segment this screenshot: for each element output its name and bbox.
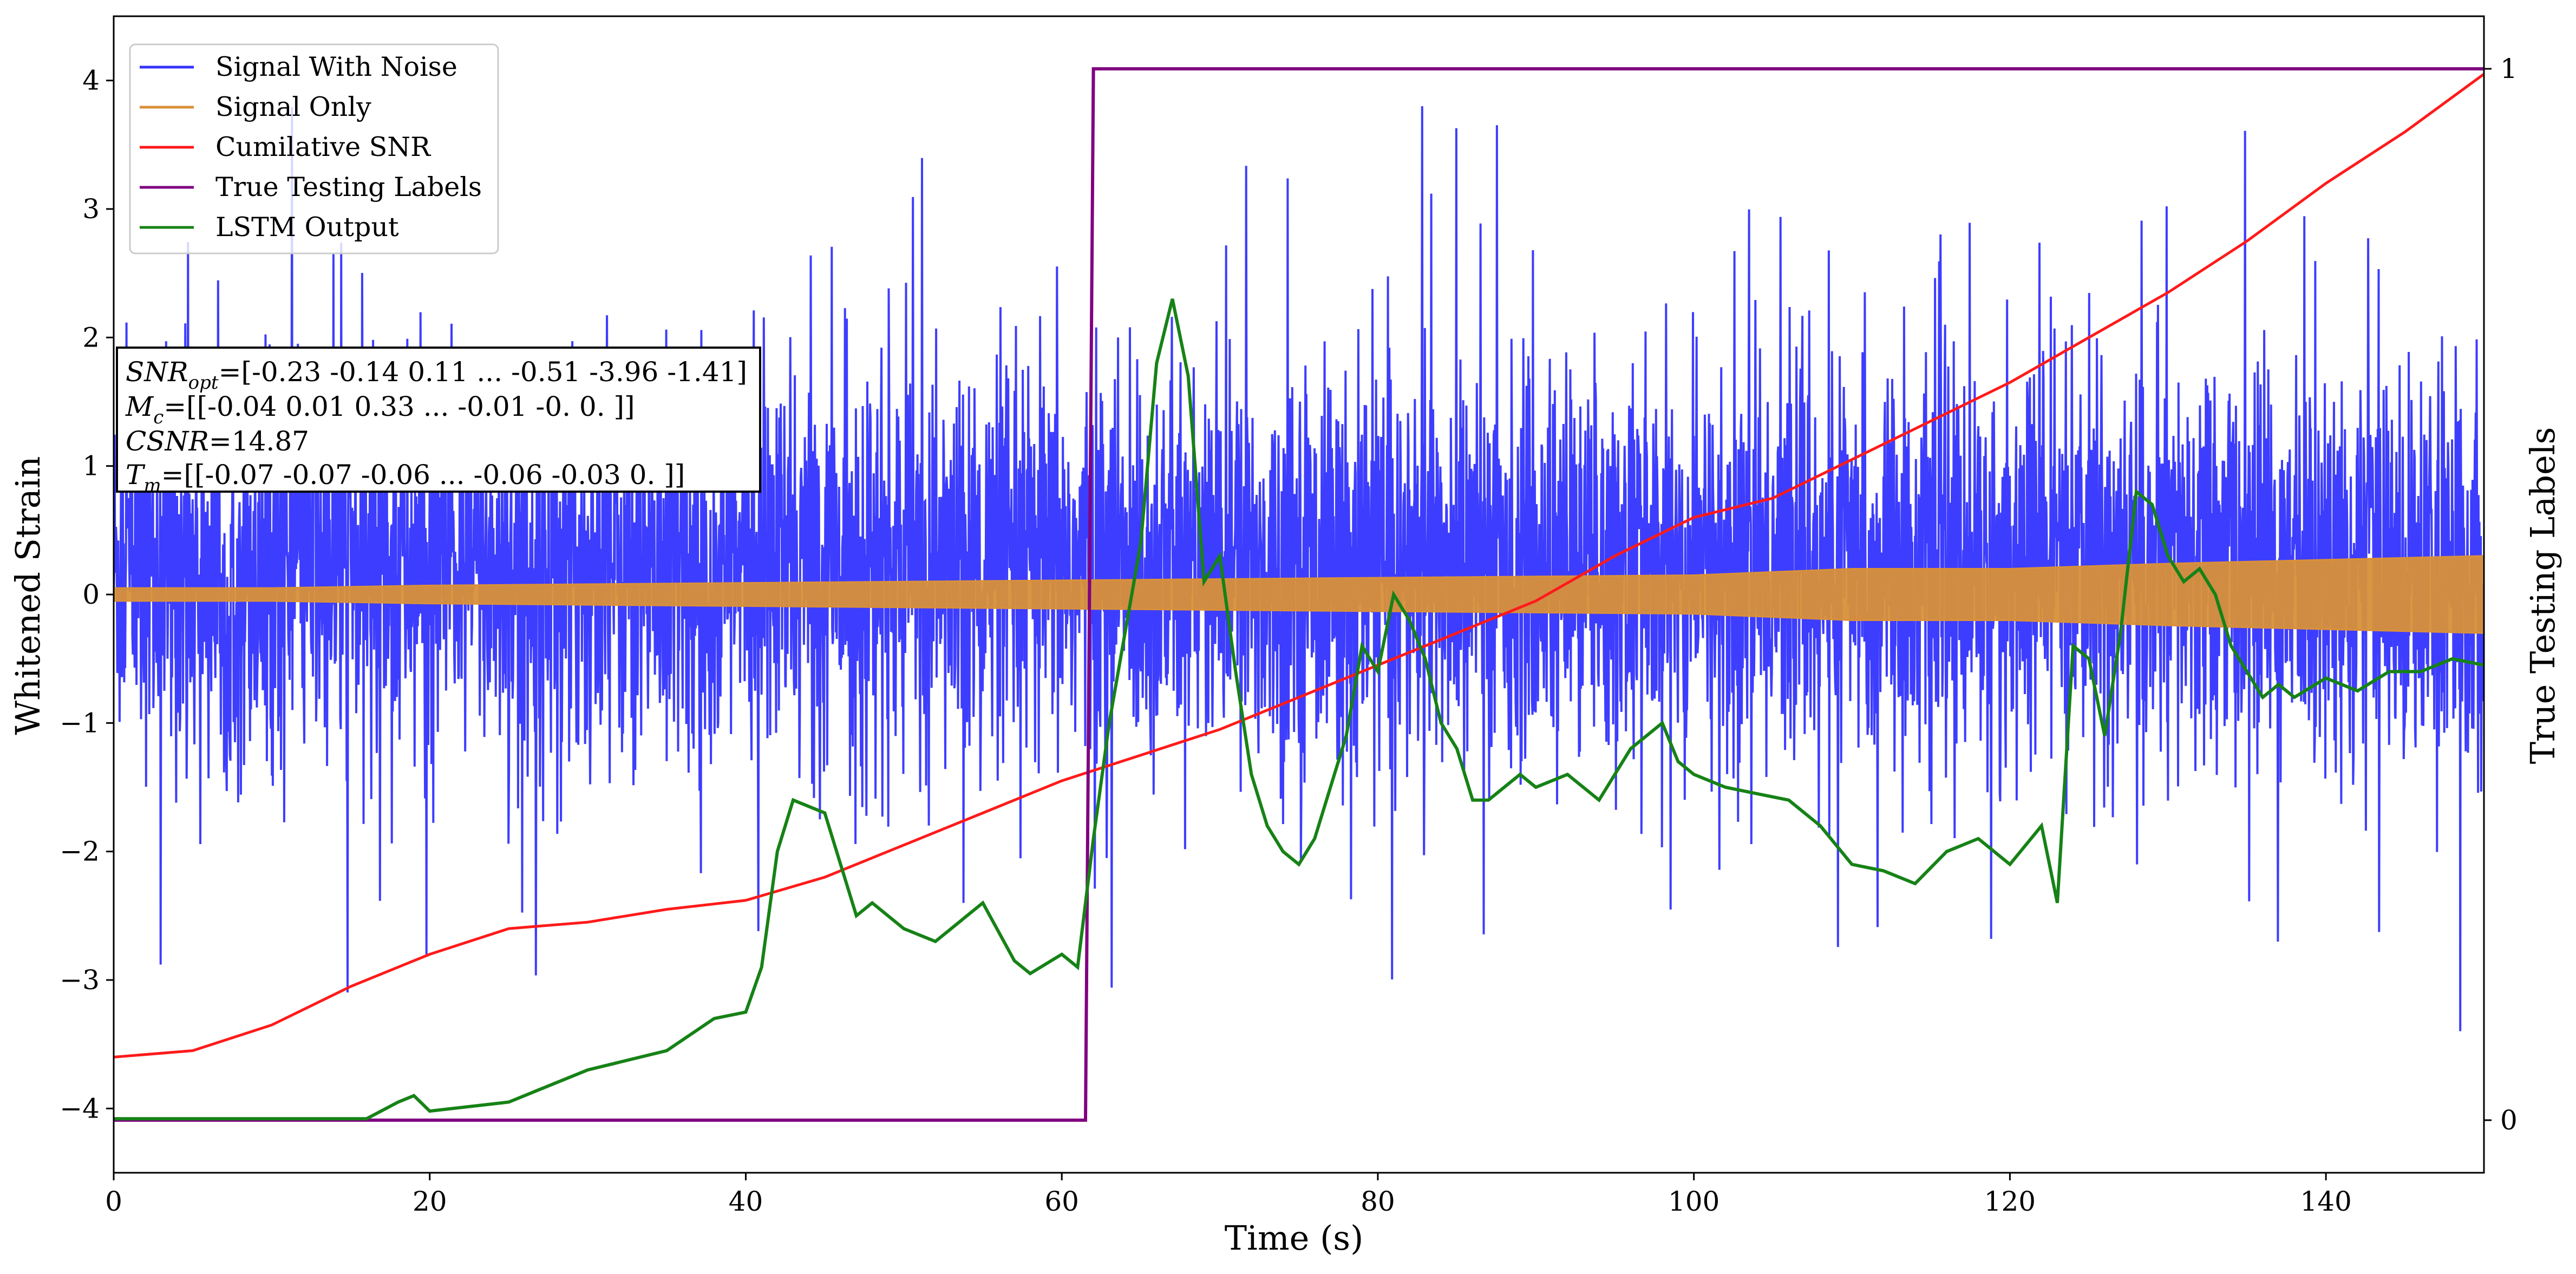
series-cumilative-snr [114, 73, 2484, 1059]
x-tick-label: 100 [1668, 1186, 1719, 1217]
legend-box [129, 43, 499, 254]
y-tick-label: −1 [60, 707, 100, 739]
y-tick-label: 3 [82, 193, 100, 225]
y-tick-label: 2 [82, 322, 100, 353]
y2-tick-label: 1 [2500, 53, 2518, 84]
y-axis-title: Whitened Strain [8, 456, 48, 735]
y-tick-label: −3 [60, 964, 100, 996]
series-signal-with-noise [114, 106, 2484, 1031]
y-tick-label: 0 [82, 579, 100, 610]
annotation-box: SNRopt=[-0.23 -0.14 0.11 ... -0.51 -3.96… [116, 347, 761, 496]
legend-label-noise: Signal With Noise [215, 51, 457, 82]
x-tick-label: 140 [2300, 1186, 2351, 1217]
x-tick-label: 20 [413, 1186, 447, 1217]
annotation-mc: Mc=[[-0.04 0.01 0.33 ... -0.01 -0. 0. ]] [125, 391, 635, 428]
x-tick-label: 0 [105, 1186, 122, 1217]
annotation-tm: Tm=[[-0.07 -0.07 -0.06 ... -0.06 -0.03 0… [126, 459, 685, 496]
series-lstm-output [114, 298, 2484, 1121]
x-tick-label: 40 [729, 1186, 763, 1217]
x-axis-title: Time (s) [1225, 1218, 1364, 1258]
y-tick-label: −4 [60, 1093, 100, 1124]
annotation-frame [116, 347, 761, 493]
legend: Signal With Noise Signal Only Cumilative… [129, 43, 499, 254]
y2-axis-title: True Testing Labels [2523, 427, 2562, 765]
x-tick-label: 60 [1044, 1186, 1079, 1217]
y-tick-label: 1 [82, 450, 100, 482]
legend-label-labels: True Testing Labels [215, 172, 482, 202]
legend-label-csnr: Cumilative SNR [215, 132, 431, 162]
y2-tick-label: 0 [2500, 1105, 2518, 1136]
x-tick-label: 80 [1361, 1186, 1395, 1217]
series-signal-only [114, 555, 2484, 634]
y-tick-label: −2 [60, 836, 100, 867]
annotation-csnr: CSNR=14.87 [126, 426, 309, 457]
legend-label-lstm: LSTM Output [215, 212, 399, 243]
annotation-snr: SNRopt=[-0.23 -0.14 0.11 ... -0.51 -3.96… [126, 356, 747, 394]
x-tick-label: 120 [1984, 1186, 2036, 1217]
series-true-testing-labels [114, 67, 2484, 1122]
y-tick-label: 4 [82, 65, 100, 96]
legend-label-signal: Signal Only [215, 92, 371, 122]
data-layer [114, 67, 2484, 1122]
